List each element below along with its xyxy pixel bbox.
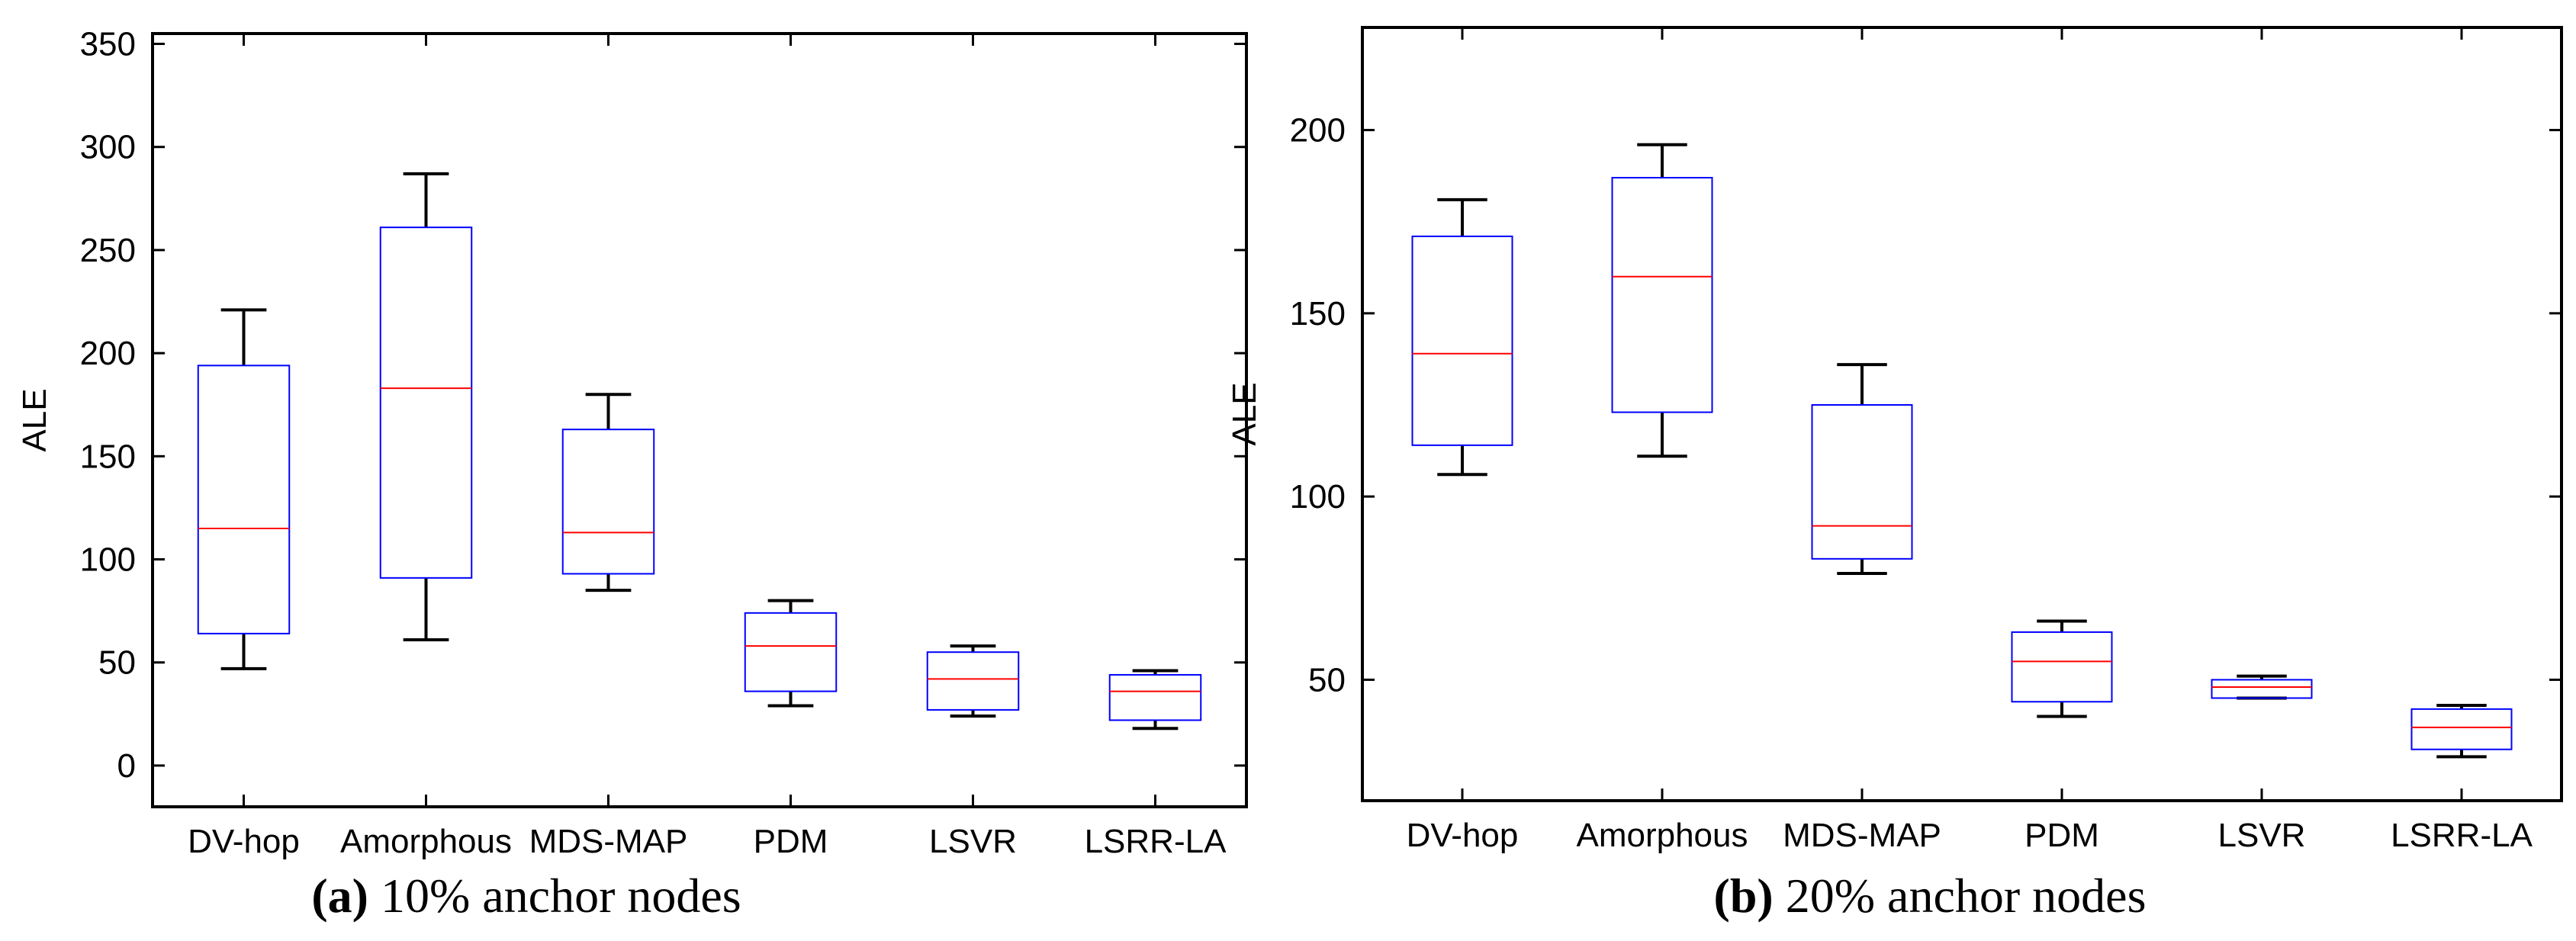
iqr-box xyxy=(561,429,655,575)
x-tick-label: MDS-MAP xyxy=(529,823,688,860)
caption-b-label: (b) xyxy=(1713,869,1774,923)
iqr-box xyxy=(2410,708,2513,750)
y-tick-label: 200 xyxy=(80,335,136,372)
iqr-box xyxy=(926,651,1020,711)
iqr-box xyxy=(744,612,838,692)
caption-a: (a) 10% anchor nodes xyxy=(311,868,741,924)
y-tick-label: 200 xyxy=(1290,112,1346,149)
x-tick-label: LSRR-LA xyxy=(1085,823,1227,860)
box-lsvr: LSVR xyxy=(2211,27,2313,854)
iqr-box xyxy=(1411,235,1513,446)
chart-a-10-percent-anchor-nodes: 0 50 100 150 200 250 300 350 ALE DV-hop Amorphous M… xyxy=(16,26,1248,860)
box-dv-hop: DV-hop xyxy=(188,34,300,860)
y-axis-label: ALE xyxy=(16,388,53,451)
y-tick-label: 300 xyxy=(80,129,136,166)
box-amorphous: Amorphous xyxy=(1576,27,1748,854)
axes-frame xyxy=(151,32,1248,808)
y-tick-label: 150 xyxy=(80,438,136,475)
iqr-box xyxy=(197,365,291,634)
x-tick-label: DV-hop xyxy=(1407,817,1519,854)
caption-a-label: (a) xyxy=(311,869,368,923)
chart-b-20-percent-anchor-nodes: 50 100 150 200 ALE DV-hop Amorphous MDS-MAP PDM L… xyxy=(1226,26,2563,854)
box-lsvr: LSVR xyxy=(926,34,1020,860)
x-tick-label: DV-hop xyxy=(188,823,300,860)
y-tick-label: 100 xyxy=(1290,478,1346,515)
iqr-box xyxy=(2011,631,2113,703)
box-pdm: PDM xyxy=(2011,27,2113,854)
caption-b: (b) 20% anchor nodes xyxy=(1714,868,2147,924)
x-tick-label: PDM xyxy=(754,823,828,860)
x-tick-label: Amorphous xyxy=(340,823,512,860)
x-tick-label: Amorphous xyxy=(1576,817,1748,854)
y-axis-label: ALE xyxy=(1226,382,1263,445)
iqr-box xyxy=(379,226,473,579)
y-tick-label: 50 xyxy=(1308,661,1346,699)
y-tick-label: 350 xyxy=(80,26,136,63)
box-mds-map: MDS-MAP xyxy=(529,34,688,860)
box-amorphous: Amorphous xyxy=(340,34,512,860)
box-pdm: PDM xyxy=(744,34,838,860)
y-tick-label: 100 xyxy=(80,541,136,579)
y-tick-label: 150 xyxy=(1290,295,1346,332)
axes-frame xyxy=(1361,26,2563,802)
y-tick-label: 50 xyxy=(98,644,136,682)
caption-a-text: 10% anchor nodes xyxy=(368,869,741,923)
box-lsrr-la: LSRR-LA xyxy=(2391,27,2533,854)
box-lsrr-la: LSRR-LA xyxy=(1085,34,1227,860)
x-tick-label: LSRR-LA xyxy=(2391,817,2533,854)
x-tick-label: PDM xyxy=(2024,817,2099,854)
iqr-box xyxy=(1611,177,1713,413)
box-dv-hop: DV-hop xyxy=(1407,27,1519,854)
iqr-box xyxy=(1811,403,1913,560)
x-tick-label: LSVR xyxy=(929,823,1017,860)
iqr-box xyxy=(2211,679,2313,699)
y-tick-label: 0 xyxy=(117,747,136,785)
caption-b-text: 20% anchor nodes xyxy=(1773,869,2147,923)
y-tick-label: 250 xyxy=(80,232,136,269)
x-tick-label: LSVR xyxy=(2218,817,2306,854)
box-mds-map: MDS-MAP xyxy=(1783,27,1941,854)
iqr-box xyxy=(1108,673,1202,721)
x-tick-label: MDS-MAP xyxy=(1783,817,1941,854)
